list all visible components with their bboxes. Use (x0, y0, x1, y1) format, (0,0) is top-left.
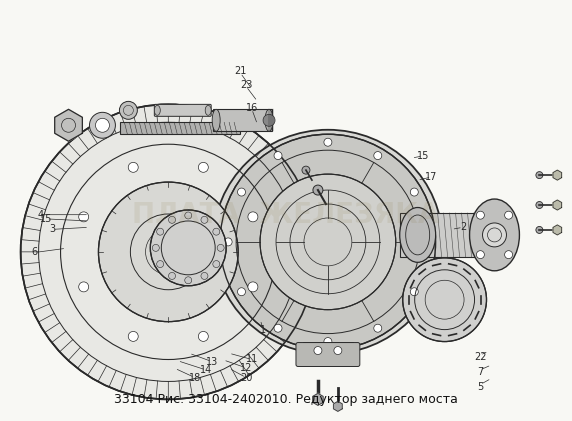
Circle shape (536, 172, 543, 179)
Polygon shape (553, 225, 562, 235)
Circle shape (152, 244, 160, 251)
Circle shape (120, 101, 137, 119)
Ellipse shape (213, 130, 443, 354)
Circle shape (79, 282, 89, 292)
FancyBboxPatch shape (213, 109, 272, 131)
Circle shape (302, 166, 310, 174)
FancyBboxPatch shape (120, 122, 240, 134)
FancyBboxPatch shape (154, 104, 211, 116)
Circle shape (213, 228, 220, 235)
Circle shape (213, 261, 220, 268)
Circle shape (313, 185, 323, 195)
Circle shape (536, 226, 543, 233)
Circle shape (505, 211, 513, 219)
Text: 15: 15 (417, 151, 429, 161)
Circle shape (476, 211, 484, 219)
Circle shape (476, 250, 484, 258)
Circle shape (237, 188, 245, 196)
Polygon shape (333, 401, 342, 411)
Circle shape (96, 118, 109, 132)
Circle shape (410, 188, 418, 196)
Circle shape (157, 261, 164, 268)
Text: 14: 14 (200, 365, 212, 375)
Circle shape (314, 346, 322, 354)
Circle shape (185, 212, 192, 219)
Circle shape (157, 228, 164, 235)
Ellipse shape (265, 109, 273, 131)
Circle shape (224, 238, 232, 246)
Circle shape (248, 282, 258, 292)
Text: 2: 2 (460, 222, 466, 232)
Text: 21: 21 (234, 66, 247, 76)
Text: 15: 15 (40, 214, 53, 224)
Ellipse shape (212, 109, 220, 131)
Circle shape (128, 331, 138, 341)
Circle shape (274, 152, 282, 160)
Circle shape (263, 115, 275, 126)
Ellipse shape (154, 105, 160, 115)
Text: 11: 11 (245, 354, 258, 365)
Circle shape (98, 182, 238, 322)
Circle shape (185, 277, 192, 284)
Circle shape (374, 324, 382, 332)
Circle shape (201, 272, 208, 280)
Circle shape (198, 163, 208, 172)
Circle shape (220, 134, 436, 349)
Circle shape (79, 212, 89, 222)
Circle shape (260, 174, 396, 310)
Circle shape (410, 288, 418, 296)
Circle shape (237, 288, 245, 296)
Polygon shape (55, 109, 82, 141)
Circle shape (198, 331, 208, 341)
Circle shape (403, 258, 487, 341)
Circle shape (505, 250, 513, 258)
FancyBboxPatch shape (400, 213, 510, 257)
Polygon shape (313, 393, 323, 405)
Circle shape (150, 210, 226, 286)
Circle shape (324, 138, 332, 146)
Text: ПЛАТА  ЖЕЛЕЗЯКА: ПЛАТА ЖЕЛЕЗЯКА (132, 201, 440, 229)
Circle shape (536, 202, 543, 208)
Circle shape (274, 324, 282, 332)
Circle shape (21, 104, 316, 400)
Text: 23: 23 (240, 80, 252, 90)
Circle shape (374, 152, 382, 160)
Text: 6: 6 (32, 248, 38, 258)
Text: 12: 12 (240, 363, 252, 373)
Text: 18: 18 (189, 373, 201, 384)
Text: 33104 Рис. 33104-2402010. Редуктор заднего моста: 33104 Рис. 33104-2402010. Редуктор задне… (114, 393, 458, 406)
Circle shape (483, 223, 506, 247)
Ellipse shape (205, 105, 211, 115)
Circle shape (89, 112, 116, 138)
Ellipse shape (470, 199, 519, 271)
Text: 22: 22 (474, 352, 486, 362)
Circle shape (217, 244, 224, 251)
Circle shape (169, 272, 176, 280)
Text: 20: 20 (240, 373, 252, 384)
Circle shape (324, 338, 332, 346)
FancyBboxPatch shape (296, 343, 360, 367)
Text: 16: 16 (245, 103, 258, 113)
Text: 1: 1 (260, 325, 266, 335)
FancyBboxPatch shape (303, 341, 353, 360)
Text: 17: 17 (426, 172, 438, 182)
Polygon shape (553, 200, 562, 210)
Circle shape (128, 163, 138, 172)
Circle shape (334, 346, 342, 354)
Circle shape (424, 238, 432, 246)
Polygon shape (553, 170, 562, 180)
Circle shape (169, 216, 176, 223)
Ellipse shape (400, 208, 436, 262)
Text: 5: 5 (477, 382, 483, 392)
Text: 4: 4 (38, 210, 43, 220)
Circle shape (248, 212, 258, 222)
Text: 7: 7 (477, 367, 483, 377)
Circle shape (201, 216, 208, 223)
Text: 13: 13 (206, 357, 218, 367)
Text: 3: 3 (49, 224, 55, 234)
